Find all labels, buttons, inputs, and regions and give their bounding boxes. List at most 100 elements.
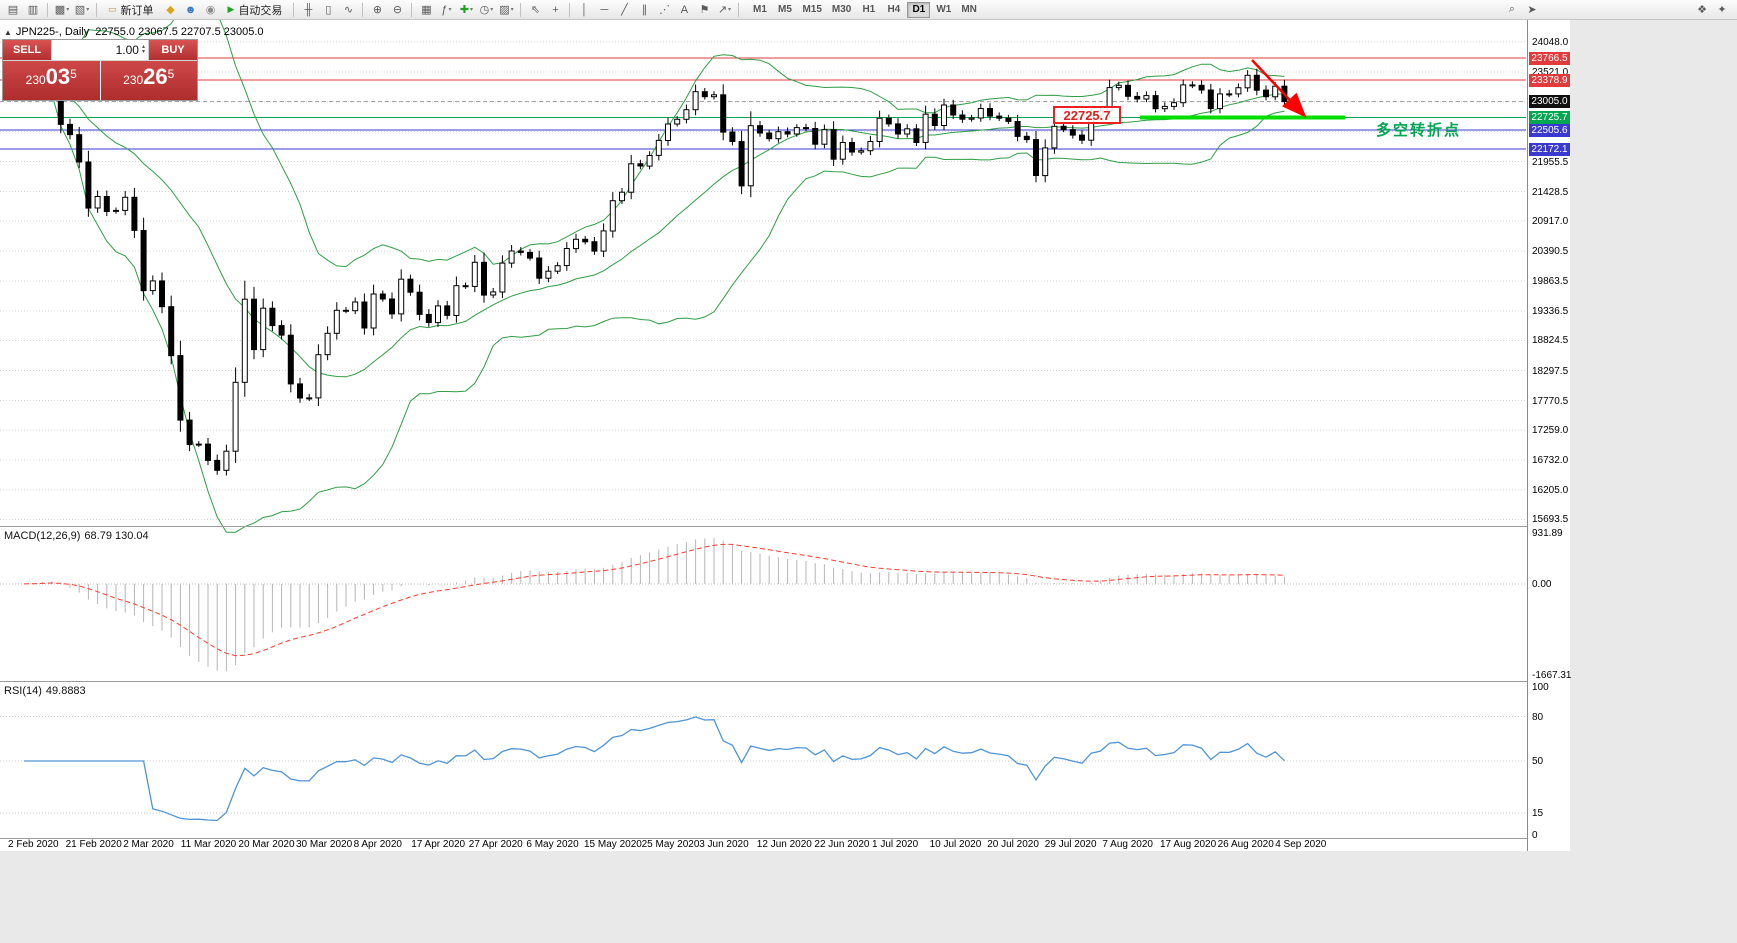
macd-values: 68.79 130.04: [84, 530, 149, 542]
time-axis-label: 25 May 2020: [641, 839, 700, 850]
toolbar-separator: [96, 2, 97, 17]
rsi-scale-label: 0: [1532, 830, 1538, 841]
new-order-button-label: 新订单: [120, 4, 154, 17]
zoom-in-icon[interactable]: ⊕: [372, 4, 383, 16]
time-axis[interactable]: 2 Feb 2020 21 Feb 2020 2 Mar 2020 11 Mar 20…: [0, 839, 1527, 851]
chart-ohlc-values: 22755.0 23067.5 22707.5 23005.0: [95, 26, 264, 38]
time-axis-label: 26 Aug 2020: [1217, 839, 1274, 850]
auto-trading-button-icon: ▶: [227, 4, 235, 14]
time-axis-label: 22 Jun 2020: [814, 839, 870, 850]
pointer-tool-icon[interactable]: ➤: [1527, 4, 1537, 16]
indicators-icon[interactable]: ƒ ▾: [441, 3, 452, 16]
time-axis-label: 2 Feb 2020: [8, 839, 59, 850]
periods-icon[interactable]: ◷ ▾: [479, 4, 494, 16]
macd-indicator-label: MACD(12,26,9) 68.79 130.04: [4, 530, 153, 542]
search-icon[interactable]: ⌕: [1508, 3, 1516, 15]
trendline-icon[interactable]: ╱: [621, 4, 628, 16]
price-axis-label: 17259.0: [1532, 424, 1569, 436]
tile-windows-icon[interactable]: ▦: [421, 4, 432, 16]
profiles-icon[interactable]: ▧ ▾: [74, 4, 90, 16]
macd-scale-label: -1667.31: [1532, 670, 1572, 681]
bar-chart-icon[interactable]: ╫: [304, 3, 313, 16]
toolbar-separator: [47, 2, 48, 17]
vertical-line-icon[interactable]: │: [581, 3, 588, 16]
price-axis-label: 23521.0: [1532, 67, 1569, 79]
price-tag: 22505.6: [1529, 123, 1570, 137]
price-chart-canvas[interactable]: [0, 20, 1570, 851]
add-indicator-icon[interactable]: ✚ ▾: [459, 4, 474, 16]
price-axis-label: 16205.0: [1532, 485, 1569, 497]
new-order-button[interactable]: ▭ 新订单: [102, 2, 160, 18]
toolbar-separator: [411, 2, 413, 17]
timeframe-button-m1[interactable]: M1: [752, 4, 767, 15]
price-tag: 23766.5: [1529, 51, 1570, 65]
chart-symbol-period: JPN225-, Daily: [15, 26, 90, 38]
volume-input[interactable]: 1.00 ▴ ▾: [51, 40, 149, 60]
new-chart-icon[interactable]: ▩ ▾: [54, 4, 70, 16]
rsi-name: RSI(14): [4, 685, 42, 697]
timeframe-button-mn[interactable]: MN: [961, 4, 977, 15]
timeframe-button-m15[interactable]: M15: [802, 4, 822, 15]
price-axis-label: 18824.5: [1532, 335, 1569, 347]
new-order-button-icon: ▭: [108, 4, 117, 14]
toolbar-options-icon[interactable]: ✦: [1717, 4, 1727, 16]
rsi-scale-label: 80: [1532, 711, 1544, 723]
auto-trading-button-label: 自动交易: [238, 4, 283, 17]
macd-name: MACD(12,26,9): [4, 530, 81, 542]
channel-icon[interactable]: ∥: [641, 4, 648, 16]
metaeditor-icon[interactable]: ◆: [166, 4, 175, 16]
toolbar-overflow-icon[interactable]: ❖: [1697, 4, 1707, 16]
text-tool-icon[interactable]: A: [680, 3, 689, 16]
volume-value: 1.00: [115, 43, 139, 57]
sell-price-big: 03: [45, 64, 71, 89]
timeframe-button-w1[interactable]: W1: [936, 4, 952, 15]
cursor-icon[interactable]: ⇖: [530, 4, 541, 16]
arrows-tool-icon[interactable]: ↗ ▾: [717, 4, 732, 16]
time-axis-label: 6 May 2020: [526, 839, 579, 850]
volume-spinner[interactable]: ▴ ▾: [141, 44, 145, 55]
time-axis-label: 30 Mar 2020: [296, 839, 353, 850]
timeframe-button-h4[interactable]: H4: [887, 4, 901, 15]
auto-trading-button[interactable]: ▶ 自动交易: [222, 2, 289, 18]
sell-price-small: 230: [25, 73, 46, 87]
chart-window[interactable]: ▲ JPN225-, Daily 22755.0 23067.5 22707.5 2…: [0, 20, 1572, 851]
community-icon[interactable]: ☻: [184, 3, 197, 16]
price-axis-label: 24048.0: [1532, 36, 1569, 48]
fibonacci-icon[interactable]: ⋰: [658, 4, 670, 16]
toggle-terminal-icon[interactable]: ▥: [27, 4, 39, 16]
time-axis-label: 29 Jul 2020: [1044, 839, 1097, 850]
price-tag: 22172.1: [1529, 142, 1570, 156]
buy-price-button[interactable]: 230 26 5: [100, 61, 197, 100]
timeframe-button-d1[interactable]: D1: [907, 1, 931, 18]
templates-icon[interactable]: ▨ ▾: [499, 4, 514, 16]
price-axis[interactable]: 24048.0 23521.0 21955.5 21428.5 20917.0 20390…: [1527, 20, 1572, 851]
buy-price-sup: 5: [167, 67, 175, 81]
horizontal-line-icon[interactable]: ─: [600, 3, 609, 16]
time-axis-label: 17 Aug 2020: [1160, 839, 1217, 850]
buy-button[interactable]: BUY: [149, 40, 197, 60]
label-tool-icon[interactable]: ⚑: [699, 4, 710, 16]
rsi-value: 49.8883: [45, 685, 86, 697]
price-level-label[interactable]: 22725.7: [1053, 106, 1121, 124]
crosshair-icon[interactable]: +: [552, 3, 559, 16]
toggle-market-watch-icon[interactable]: ▤: [7, 4, 19, 16]
price-axis-label: 20917.0: [1532, 215, 1569, 227]
toolbar-separator: [520, 2, 522, 17]
sell-price-button[interactable]: 230 03 5: [3, 61, 100, 100]
zoom-out-icon[interactable]: ⊖: [392, 4, 403, 16]
market-icon[interactable]: ◉: [205, 4, 216, 16]
chart-note-text[interactable]: 多空转折点: [1376, 122, 1462, 139]
candlestick-chart-icon[interactable]: ▯: [325, 4, 332, 16]
time-axis-label: 12 Jun 2020: [756, 839, 812, 850]
toolbar-separator: [362, 2, 364, 17]
timeframe-button-m5[interactable]: M5: [777, 4, 792, 15]
one-click-collapse-icon[interactable]: ▲: [4, 28, 12, 37]
sell-button[interactable]: SELL: [3, 40, 51, 60]
line-chart-icon[interactable]: ∿: [343, 4, 354, 16]
rsi-scale-label: 15: [1532, 807, 1544, 819]
timeframe-button-h1[interactable]: H1: [862, 4, 876, 15]
timeframe-button-m30[interactable]: M30: [831, 4, 852, 15]
price-tag: 22725.7: [1529, 111, 1570, 125]
price-axis-label: 20390.5: [1532, 245, 1569, 257]
